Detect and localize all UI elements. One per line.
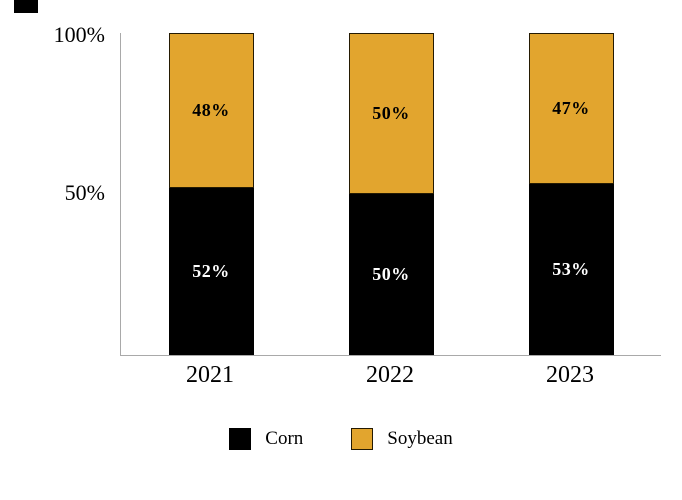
bar-group-2021: 48% 52% bbox=[168, 33, 254, 355]
plot-area: 48% 52% 50% 50% 47% 53% bbox=[120, 33, 661, 356]
bar-segment-soybean-2023: 47% bbox=[528, 33, 614, 185]
legend-label-soybean: Soybean bbox=[387, 428, 453, 449]
bar-segment-soybean-2022: 50% bbox=[348, 33, 434, 194]
legend-item-corn: Corn bbox=[229, 428, 303, 450]
x-axis-label-2023: 2023 bbox=[546, 362, 594, 388]
x-axis-labels: 2021 2022 2023 bbox=[120, 362, 660, 389]
soybean-swatch-icon bbox=[351, 428, 374, 450]
bar-segment-corn-2023: 53% bbox=[528, 184, 614, 355]
bar-value-label: 47% bbox=[552, 98, 590, 119]
bar-segment-corn-2021: 52% bbox=[168, 187, 254, 355]
bar-value-label: 52% bbox=[192, 260, 230, 281]
x-axis-label-2021: 2021 bbox=[186, 362, 234, 388]
bar-segment-soybean-2021: 48% bbox=[168, 33, 254, 188]
bar-group-2022: 50% 50% bbox=[348, 33, 434, 355]
legend-item-soybean: Soybean bbox=[351, 428, 453, 450]
corn-swatch-icon bbox=[229, 428, 252, 450]
bar-group-2023: 47% 53% bbox=[528, 33, 614, 355]
legend: Corn Soybean bbox=[0, 428, 682, 450]
y-axis-tick-50: 50% bbox=[64, 180, 105, 205]
legend-label-corn: Corn bbox=[265, 428, 304, 449]
corner-mark bbox=[14, 0, 38, 13]
bar-value-label: 53% bbox=[552, 259, 590, 280]
bar-value-label: 48% bbox=[192, 99, 230, 120]
bar-value-label: 50% bbox=[372, 103, 410, 123]
x-axis-label-2022: 2022 bbox=[366, 362, 414, 388]
bar-value-label: 50% bbox=[372, 264, 410, 284]
bar-segment-corn-2022: 50% bbox=[348, 194, 434, 355]
y-axis-tick-100: 100% bbox=[53, 22, 105, 47]
